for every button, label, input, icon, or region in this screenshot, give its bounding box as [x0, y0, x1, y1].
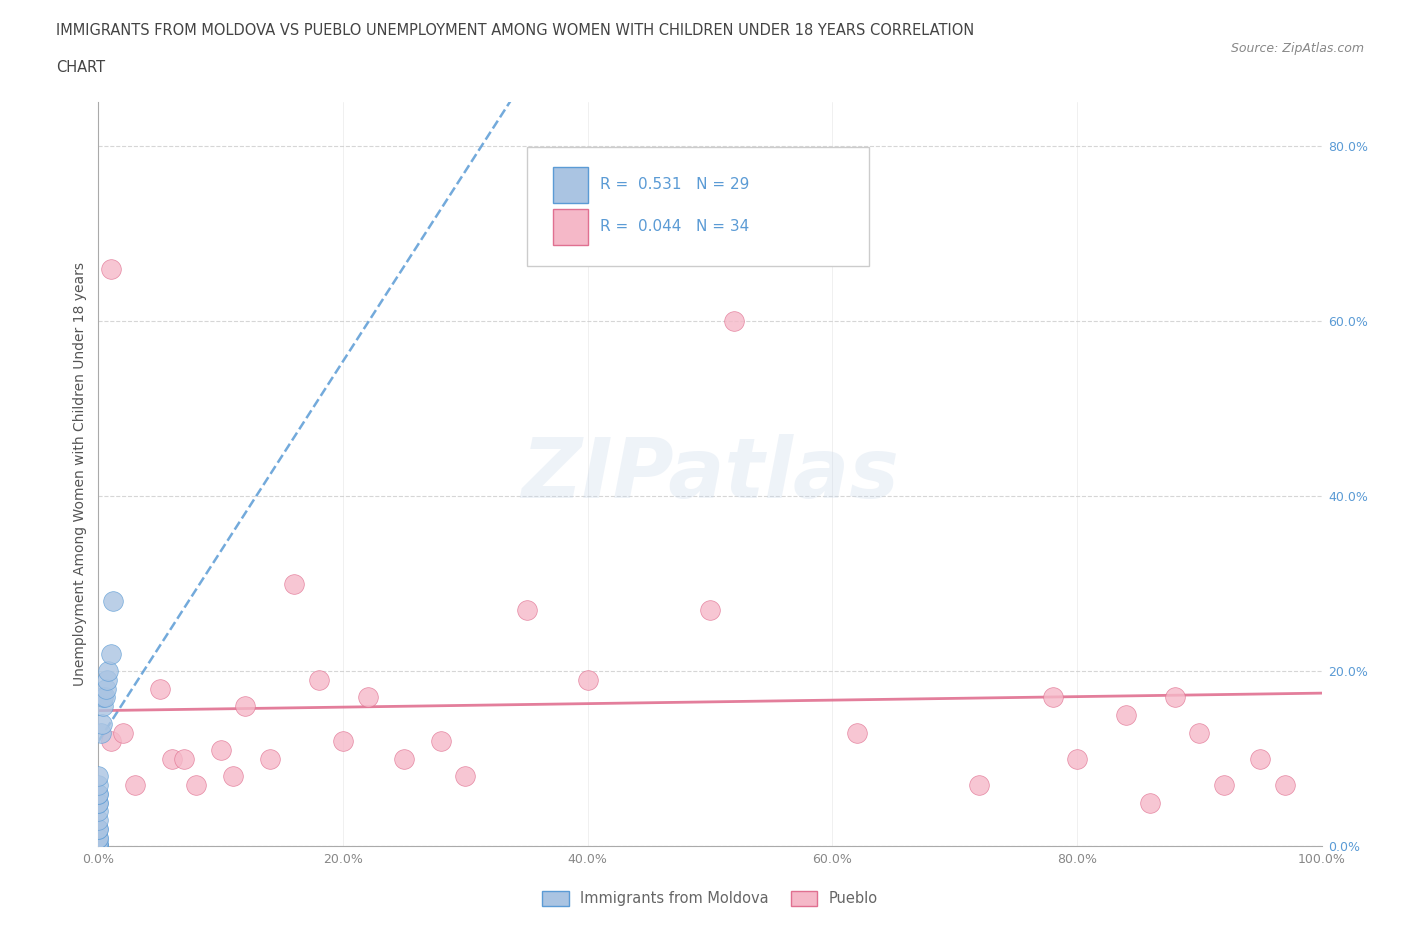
Point — [430, 734, 453, 749]
Point — [100, 261, 122, 276]
Point — [111, 725, 134, 740]
Text: IMMIGRANTS FROM MOLDOVA VS PUEBLO UNEMPLOYMENT AMONG WOMEN WITH CHILDREN UNDER 1: IMMIGRANTS FROM MOLDOVA VS PUEBLO UNEMPL… — [56, 23, 974, 38]
Point — [91, 690, 114, 705]
Point — [1164, 690, 1187, 705]
Point — [87, 839, 110, 854]
Point — [1042, 690, 1064, 705]
Point — [87, 821, 110, 836]
Point — [91, 698, 114, 713]
Point — [100, 646, 122, 661]
Point — [94, 682, 117, 697]
Point — [259, 751, 281, 766]
Point — [87, 839, 110, 854]
Point — [87, 813, 110, 828]
Point — [97, 664, 120, 679]
Point — [87, 839, 110, 854]
Point — [87, 787, 110, 802]
Point — [87, 821, 110, 836]
Point — [87, 795, 110, 810]
Point — [1274, 777, 1296, 792]
Text: R =  0.044   N = 34: R = 0.044 N = 34 — [600, 219, 749, 234]
Point — [87, 839, 110, 854]
Point — [845, 725, 868, 740]
Point — [87, 787, 110, 802]
Point — [454, 769, 477, 784]
Point — [87, 804, 110, 818]
Point — [1188, 725, 1211, 740]
Point — [1249, 751, 1271, 766]
Point — [87, 839, 110, 854]
Point — [149, 682, 172, 697]
Legend: Immigrants from Moldova, Pueblo: Immigrants from Moldova, Pueblo — [543, 891, 877, 906]
Point — [308, 672, 330, 687]
Point — [160, 751, 183, 766]
Point — [186, 777, 208, 792]
Point — [967, 777, 990, 792]
Point — [515, 603, 537, 618]
Point — [100, 734, 122, 749]
Point — [90, 725, 112, 740]
Point — [699, 603, 721, 618]
Point — [173, 751, 195, 766]
Point — [87, 795, 110, 810]
Bar — [554, 209, 588, 246]
Point — [124, 777, 146, 792]
Point — [1139, 795, 1161, 810]
Point — [1212, 777, 1234, 792]
Text: CHART: CHART — [56, 60, 105, 75]
Point — [87, 830, 110, 845]
Point — [209, 742, 232, 757]
Point — [87, 777, 110, 792]
Bar — [554, 167, 588, 203]
Point — [87, 839, 110, 854]
Point — [332, 734, 354, 749]
Point — [1066, 751, 1088, 766]
Point — [723, 313, 745, 328]
Point — [96, 672, 118, 687]
Point — [87, 830, 110, 845]
Point — [283, 577, 305, 591]
Y-axis label: Unemployment Among Women with Children Under 18 years: Unemployment Among Women with Children U… — [73, 262, 87, 686]
FancyBboxPatch shape — [526, 147, 869, 266]
Point — [91, 716, 114, 731]
Text: ZIPatlas: ZIPatlas — [522, 433, 898, 515]
Point — [356, 690, 378, 705]
Point — [392, 751, 416, 766]
Point — [101, 593, 124, 608]
Point — [222, 769, 245, 784]
Text: R =  0.531   N = 29: R = 0.531 N = 29 — [600, 177, 749, 192]
Point — [1115, 708, 1137, 723]
Point — [576, 672, 599, 687]
Point — [93, 690, 115, 705]
Point — [233, 698, 256, 713]
Text: Source: ZipAtlas.com: Source: ZipAtlas.com — [1230, 42, 1364, 55]
Point — [87, 769, 110, 784]
Point — [87, 834, 110, 849]
